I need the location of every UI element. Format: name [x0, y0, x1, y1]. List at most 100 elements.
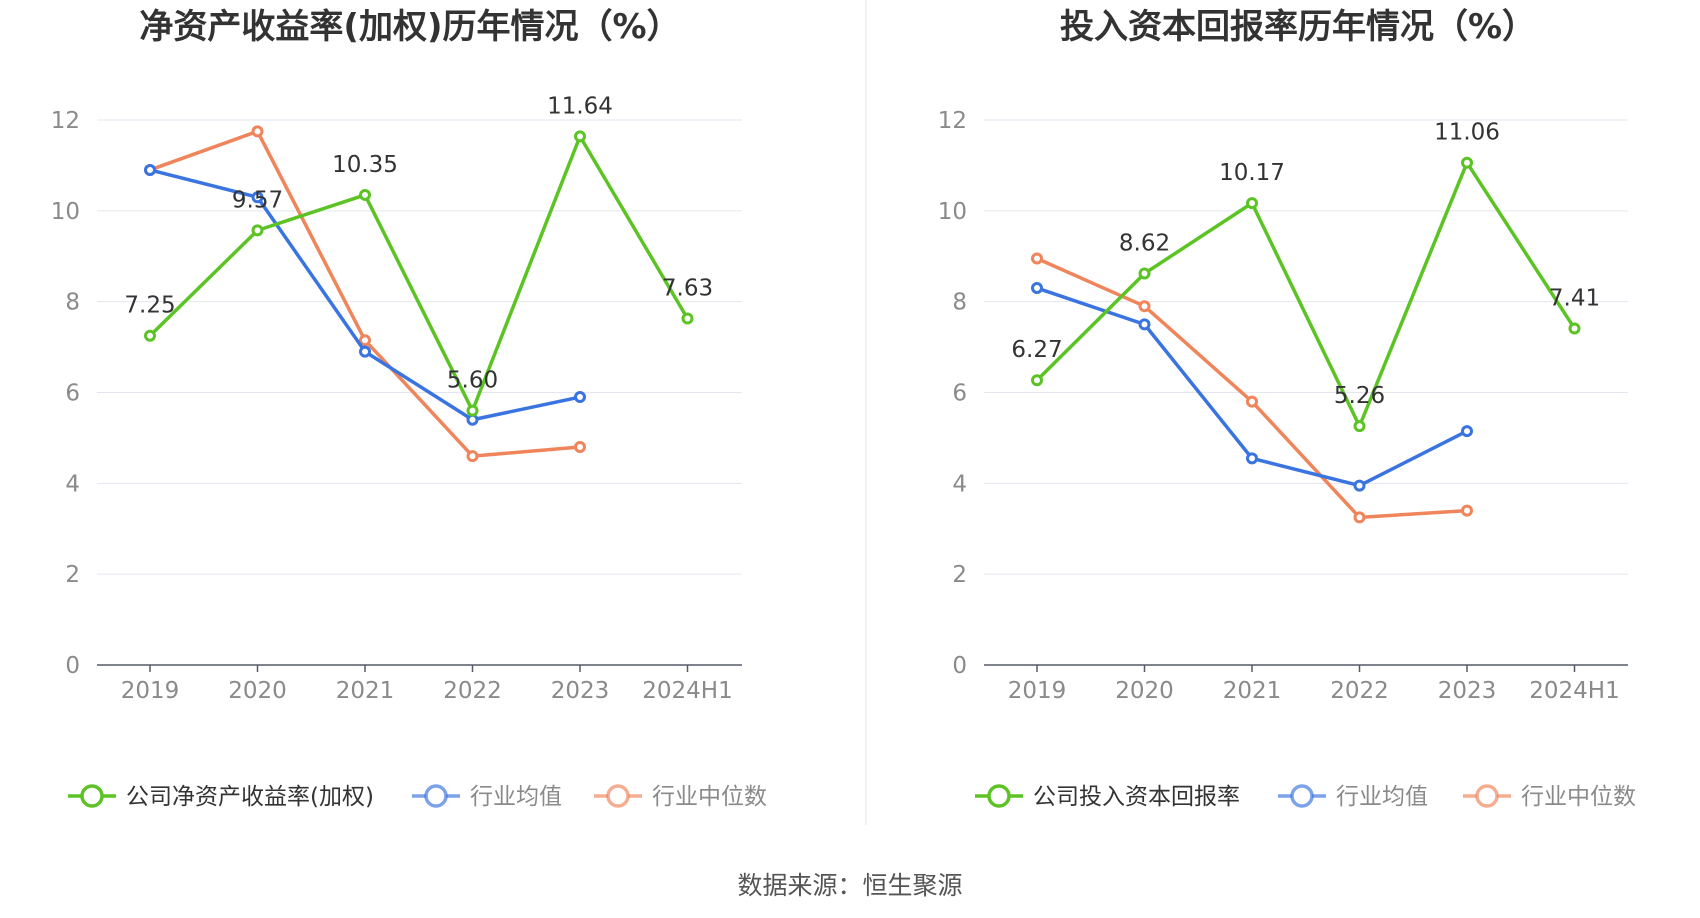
data-point[interactable]: [681, 312, 694, 325]
data-point[interactable]: [1353, 511, 1366, 524]
legend-label: 行业均值: [470, 784, 562, 810]
legend-item-industry_median[interactable]: 行业中位数: [1463, 784, 1636, 810]
data-point[interactable]: [1138, 300, 1151, 313]
series-company: 7.25 9.57 10.35 5.60 11.64 7.63: [124, 93, 713, 417]
x-tick-label: 2022: [1330, 678, 1389, 704]
data-label: 6.27: [1011, 337, 1062, 363]
data-point[interactable]: [359, 334, 371, 347]
data-label: 10.35: [332, 152, 398, 178]
data-point[interactable]: [359, 345, 371, 358]
legend-item-industry_avg[interactable]: 行业均值: [1278, 784, 1428, 810]
y-tick-label: 6: [65, 381, 80, 407]
data-point[interactable]: [1353, 420, 1366, 433]
data-point[interactable]: [1461, 156, 1473, 169]
legend-item-industry_median[interactable]: 行业中位数: [594, 784, 767, 810]
series-industry_avg: [1031, 282, 1473, 492]
series-industry_avg: [144, 163, 586, 426]
data-point[interactable]: [466, 404, 479, 417]
y-tick-label: 12: [51, 108, 80, 134]
data-point[interactable]: [1031, 252, 1043, 265]
x-tick-label: 2024H1: [642, 678, 732, 704]
x-tick-label: 2020: [228, 678, 287, 704]
data-point[interactable]: [1246, 395, 1258, 408]
data-point[interactable]: [1246, 452, 1258, 465]
y-tick-label: 12: [938, 108, 967, 134]
chart-1: 净资产收益率(加权)历年情况（%） 0 2 4 6 8 10 12 2019 2020 2021 20…: [51, 7, 767, 810]
data-point[interactable]: [251, 125, 264, 138]
legend-marker-icon: [606, 784, 630, 808]
legend-item-company[interactable]: 公司投入资本回报率: [975, 784, 1240, 810]
data-point[interactable]: [251, 191, 264, 204]
data-point[interactable]: [574, 391, 586, 404]
data-point[interactable]: [1246, 197, 1258, 210]
data-label: 9.57: [232, 187, 283, 213]
data-label: 7.41: [1549, 285, 1600, 311]
data-point[interactable]: [359, 188, 371, 201]
data-point[interactable]: [1138, 267, 1151, 280]
series-company: 6.27 8.62 10.17 5.26 11.06 7.41: [1011, 120, 1600, 433]
data-label: 11.64: [547, 93, 613, 119]
x-tick-label: 2023: [1438, 678, 1497, 704]
legend-marker-icon: [987, 784, 1011, 808]
y-tick-label: 2: [952, 562, 967, 588]
data-point[interactable]: [1353, 479, 1366, 492]
data-point[interactable]: [574, 441, 586, 453]
data-point[interactable]: [144, 329, 156, 342]
data-point[interactable]: [1031, 374, 1043, 387]
legend-label: 公司投入资本回报率: [1033, 784, 1240, 810]
data-point[interactable]: [1138, 318, 1151, 331]
chart-2: 投入资本回报率历年情况（%） 0 2 4 6 8 10 12 2019 2020 2021 2022 2…: [938, 7, 1636, 810]
y-tick-label: 8: [952, 290, 967, 316]
x-tick-label: 2023: [551, 678, 610, 704]
legend-marker-icon: [1475, 784, 1499, 808]
data-label: 10.17: [1219, 160, 1285, 186]
data-label: 11.06: [1434, 120, 1500, 146]
legend: 公司净资产收益率(加权) 行业均值 行业中位数: [68, 784, 767, 810]
legend-marker-icon: [80, 784, 104, 808]
y-tick-label: 0: [952, 653, 967, 679]
legend-marker-icon: [424, 784, 448, 808]
x-tick-label: 2021: [336, 678, 395, 704]
x-tick-label: 2019: [121, 678, 180, 704]
legend-item-company[interactable]: 公司净资产收益率(加权): [68, 784, 374, 810]
x-tick-label: 2020: [1115, 678, 1174, 704]
data-source: 数据来源：恒生聚源: [737, 871, 962, 900]
chart-title: 投入资本回报率历年情况（%）: [1060, 7, 1536, 47]
data-point[interactable]: [1568, 322, 1581, 335]
series-line: [148, 134, 690, 413]
data-label: 8.62: [1119, 231, 1170, 257]
series-line: [1035, 160, 1576, 428]
series-line: [149, 129, 581, 458]
y-tick-label: 6: [952, 381, 967, 407]
y-tick-label: 10: [51, 199, 80, 225]
legend-marker-icon: [1290, 784, 1314, 808]
data-point[interactable]: [1461, 504, 1473, 517]
x-tick-label: 2019: [1008, 678, 1067, 704]
chart-title: 净资产收益率(加权)历年情况（%）: [139, 7, 680, 47]
data-point[interactable]: [1031, 282, 1043, 295]
legend-label: 行业均值: [1336, 784, 1428, 810]
series-line: [1036, 256, 1468, 520]
y-tick-label: 0: [65, 653, 80, 679]
data-point[interactable]: [574, 130, 586, 143]
x-tick-label: 2024H1: [1529, 678, 1619, 704]
data-label: 5.60: [447, 368, 498, 394]
legend-label: 行业中位数: [652, 784, 767, 810]
data-point[interactable]: [144, 163, 156, 176]
data-point[interactable]: [1461, 425, 1473, 438]
y-tick-label: 10: [938, 199, 967, 225]
x-tick-label: 2021: [1223, 678, 1282, 704]
y-tick-label: 4: [65, 471, 80, 497]
series-industry_median: [1031, 252, 1473, 524]
data-point[interactable]: [251, 224, 264, 237]
series-line: [149, 168, 581, 422]
y-tick-label: 2: [65, 562, 80, 588]
y-tick-label: 8: [65, 290, 80, 316]
legend: 公司投入资本回报率 行业均值 行业中位数: [975, 784, 1636, 810]
data-label: 5.26: [1334, 383, 1385, 409]
legend-item-industry_avg[interactable]: 行业均值: [412, 784, 562, 810]
data-label: 7.25: [124, 293, 175, 319]
data-point[interactable]: [466, 450, 479, 463]
